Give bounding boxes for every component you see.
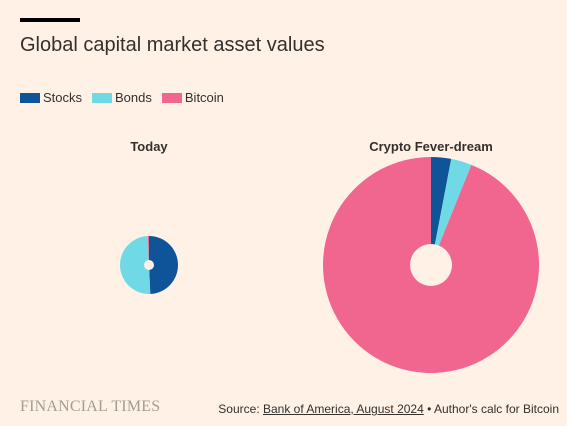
legend-item-stocks: Stocks [20,90,82,105]
legend-swatch-stocks [20,92,40,103]
legend-label-stocks: Stocks [43,90,83,105]
donut-0-slice-bitcoin [147,236,149,265]
top-rule [20,18,80,22]
donut-1-hole [410,244,452,286]
source-prefix: Source: [218,402,263,416]
donut-label-today: Today [130,139,168,154]
donut-0-slice-bonds [119,236,151,294]
source-suffix: • Author's calc for Bitcoin [423,402,559,416]
donut-1-slice-bonds [431,158,472,265]
chart-title: Global capital market asset values [20,34,325,56]
donut-0-hole [144,260,154,270]
legend-item-bitcoin: Bitcoin [161,90,224,105]
legend-label-bitcoin: Bitcoin [184,90,224,105]
source-link[interactable]: Bank of America, August 2024 [263,402,424,416]
donut-label-fever-dream: Crypto Fever-dream [369,139,493,154]
ft-logo: FINANCIAL TIMES [20,398,161,415]
donut-1-slice-stocks [431,157,452,265]
legend-label-bonds: Bonds [115,90,152,105]
legend-swatch-bitcoin [161,92,182,103]
legend: Stocks Bonds Bitcoin [20,90,234,105]
legend-item-bonds: Bonds [92,90,152,105]
source-note: Source: Bank of America, August 2024 • A… [218,402,559,416]
legend-swatch-bonds [92,92,113,103]
donut-0-slice-stocks [149,235,179,294]
